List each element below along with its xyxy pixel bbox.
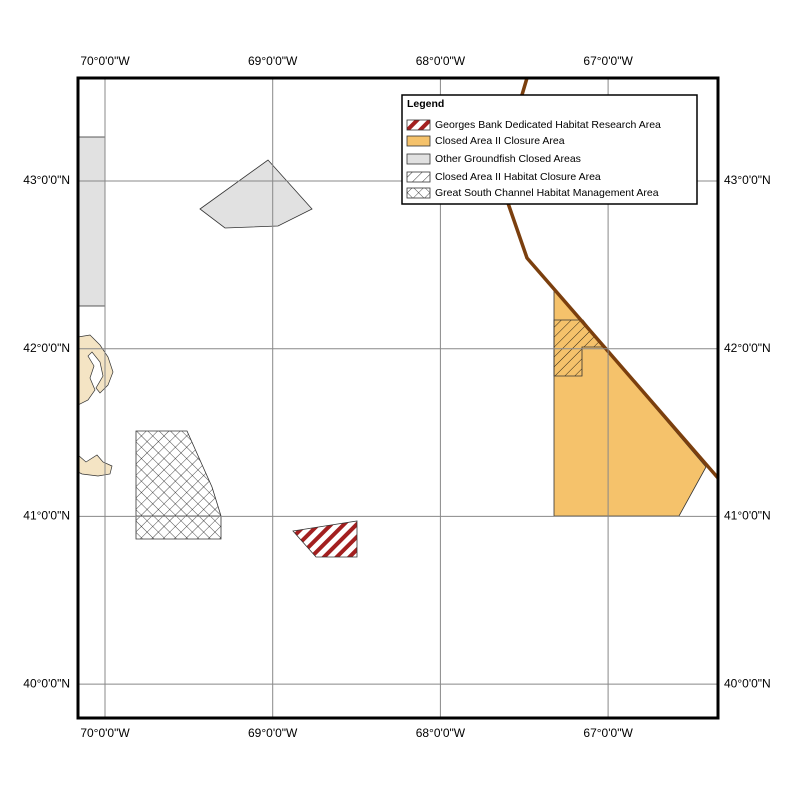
land bbox=[78, 454, 113, 477]
closed-area bbox=[199, 159, 313, 229]
legend-swatch bbox=[406, 119, 431, 131]
legend-swatch bbox=[406, 153, 431, 165]
lon-label: 70°0'0"W bbox=[80, 726, 130, 740]
legend-label: Other Groundfish Closed Areas bbox=[435, 153, 581, 165]
closed-area bbox=[78, 136, 106, 307]
lat-label: 43°0'0"N bbox=[724, 173, 771, 187]
lat-label: 41°0'0"N bbox=[23, 509, 70, 523]
lat-label: 40°0'0"N bbox=[724, 676, 771, 690]
legend-label: Closed Area II Closure Area bbox=[435, 135, 565, 147]
legend-label: Great South Channel Habitat Management A… bbox=[435, 187, 659, 199]
legend-label: Closed Area II Habitat Closure Area bbox=[435, 171, 601, 183]
lat-label: 43°0'0"N bbox=[23, 173, 70, 187]
lat-label: 42°0'0"N bbox=[724, 341, 771, 355]
legend-swatch bbox=[406, 187, 431, 199]
legend-box bbox=[401, 94, 698, 205]
legend-swatch bbox=[406, 135, 431, 147]
lon-label: 68°0'0"W bbox=[416, 726, 466, 740]
lon-label: 68°0'0"W bbox=[416, 54, 466, 68]
lon-label: 67°0'0"W bbox=[583, 54, 633, 68]
lon-label: 69°0'0"W bbox=[248, 54, 298, 68]
lon-label: 70°0'0"W bbox=[80, 54, 130, 68]
graticule: 70°0'0"W 70°0'0"W 69°0'0"W 69°0'0"W 68°0'0"W… bbox=[23, 54, 770, 740]
lat-label: 40°0'0"N bbox=[23, 676, 70, 690]
habitat-management-area bbox=[135, 430, 222, 540]
lat-label: 41°0'0"N bbox=[724, 509, 771, 523]
legend-label: Georges Bank Dedicated Habitat Research … bbox=[435, 119, 661, 131]
lat-label: 42°0'0"N bbox=[23, 341, 70, 355]
research-area bbox=[292, 520, 358, 558]
legend-title: Legend bbox=[407, 98, 444, 110]
lon-label: 69°0'0"W bbox=[248, 726, 298, 740]
legend: Legend Georges Bank Dedicated Habitat Re… bbox=[401, 94, 698, 205]
map-features bbox=[78, 78, 718, 558]
map-frame bbox=[76, 76, 720, 720]
legend-swatch bbox=[406, 171, 431, 183]
lon-label: 67°0'0"W bbox=[583, 726, 633, 740]
land bbox=[78, 334, 114, 406]
